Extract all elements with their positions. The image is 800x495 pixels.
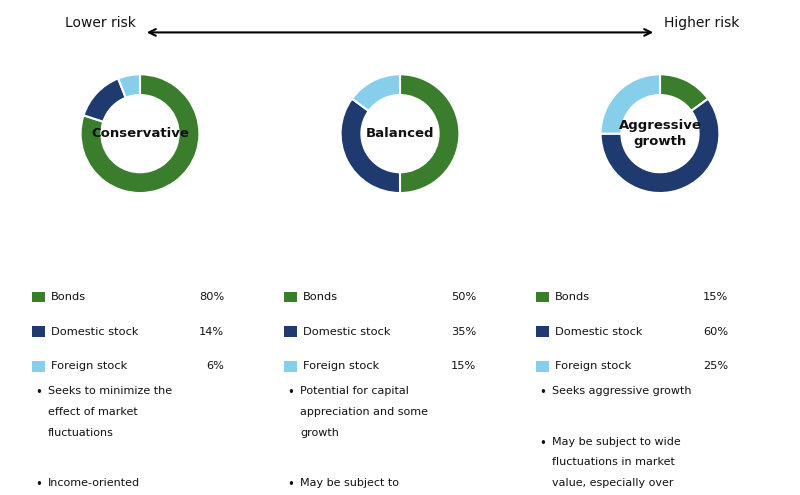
Wedge shape [341, 99, 400, 193]
Text: Aggressive
growth: Aggressive growth [618, 119, 702, 148]
Text: Conservative: Conservative [91, 127, 189, 140]
Text: 15%: 15% [450, 361, 476, 371]
Text: 15%: 15% [702, 292, 728, 302]
Text: fluctuations: fluctuations [48, 428, 114, 438]
Text: 80%: 80% [198, 292, 224, 302]
Text: May be subject to wide: May be subject to wide [552, 437, 681, 446]
Text: 60%: 60% [703, 327, 728, 337]
Text: Potential for capital: Potential for capital [300, 386, 409, 396]
Text: •: • [539, 386, 546, 399]
Text: Higher risk: Higher risk [664, 16, 739, 30]
Text: Lower risk: Lower risk [65, 16, 136, 30]
Text: 35%: 35% [450, 327, 476, 337]
Wedge shape [118, 74, 140, 98]
Text: Foreign stock: Foreign stock [303, 361, 379, 371]
Text: Bonds: Bonds [555, 292, 590, 302]
Text: Domestic stock: Domestic stock [303, 327, 390, 337]
Wedge shape [601, 74, 660, 134]
Wedge shape [601, 99, 719, 193]
Text: Balanced: Balanced [366, 127, 434, 140]
Wedge shape [400, 74, 459, 193]
Text: Seeks aggressive growth: Seeks aggressive growth [552, 386, 691, 396]
Text: May be subject to: May be subject to [300, 478, 399, 488]
Text: growth: growth [300, 428, 339, 438]
Text: Foreign stock: Foreign stock [51, 361, 127, 371]
Text: •: • [35, 478, 42, 491]
Text: Foreign stock: Foreign stock [555, 361, 631, 371]
Text: effect of market: effect of market [48, 407, 138, 417]
Text: fluctuations in market: fluctuations in market [552, 457, 675, 467]
Text: Seeks to minimize the: Seeks to minimize the [48, 386, 172, 396]
Text: 14%: 14% [199, 327, 224, 337]
Wedge shape [81, 74, 199, 193]
Text: •: • [35, 386, 42, 399]
Text: appreciation and some: appreciation and some [300, 407, 428, 417]
Text: Domestic stock: Domestic stock [51, 327, 138, 337]
Text: Bonds: Bonds [51, 292, 86, 302]
Text: 6%: 6% [206, 361, 224, 371]
Text: Income-oriented: Income-oriented [48, 478, 140, 488]
Wedge shape [352, 74, 400, 111]
Text: 25%: 25% [703, 361, 728, 371]
Text: 50%: 50% [450, 292, 476, 302]
Text: value, especially over: value, especially over [552, 478, 674, 488]
Text: •: • [539, 437, 546, 449]
Text: •: • [287, 386, 294, 399]
Text: Bonds: Bonds [303, 292, 338, 302]
Text: •: • [287, 478, 294, 491]
Text: Domestic stock: Domestic stock [555, 327, 642, 337]
Wedge shape [83, 78, 126, 122]
Wedge shape [660, 74, 708, 111]
